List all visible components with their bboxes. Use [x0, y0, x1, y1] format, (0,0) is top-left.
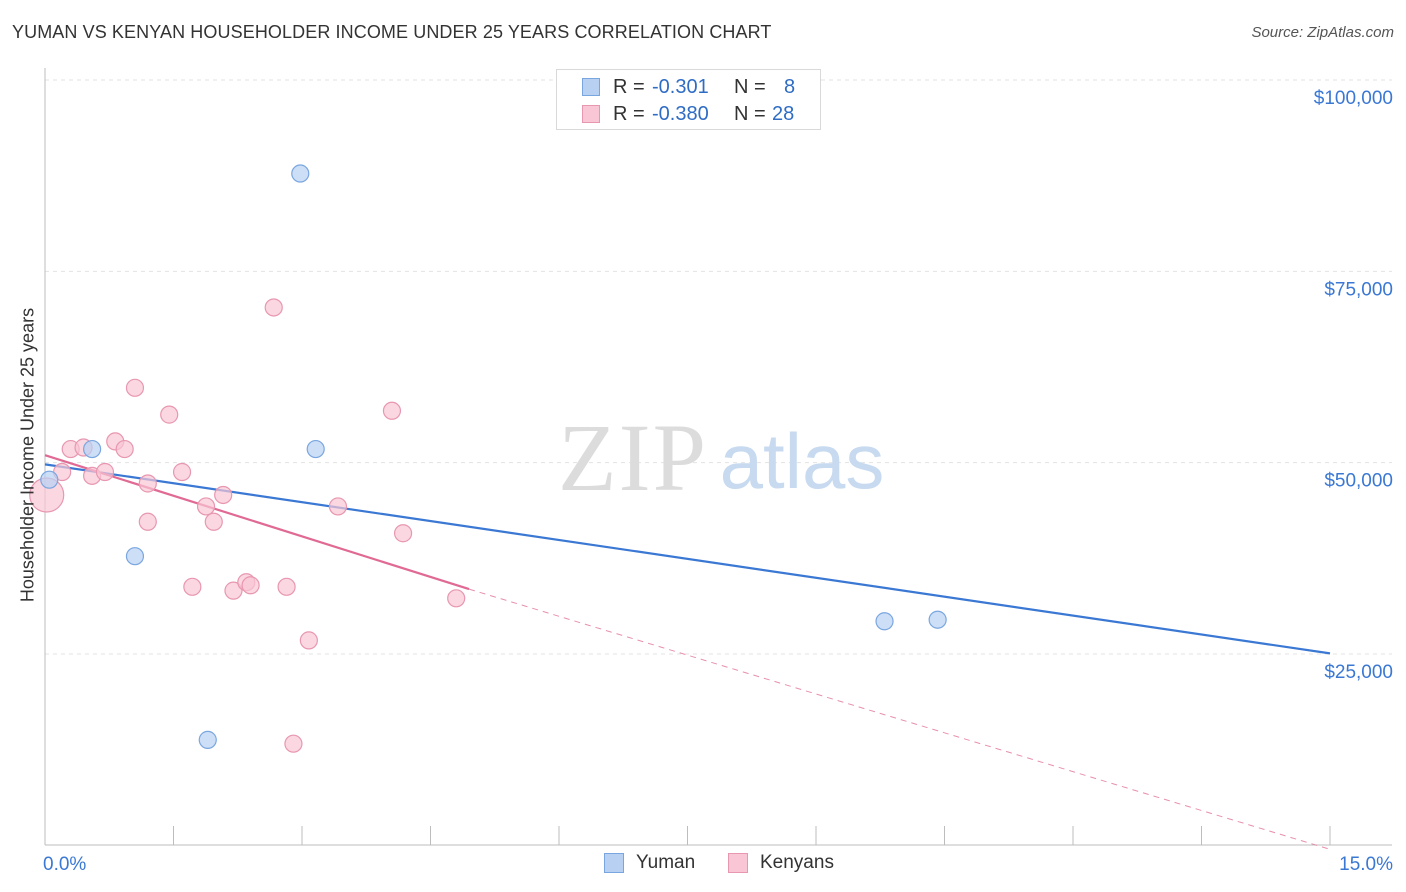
- x-tick-labels: 0.0% 15.0%: [43, 854, 1393, 875]
- data-point-yuman: [83, 439, 102, 459]
- data-points: [29, 164, 947, 753]
- data-point-yuman: [928, 610, 947, 629]
- data-point-yuman: [291, 164, 310, 183]
- bottom-legend-label-kenyans: Kenyans: [760, 852, 834, 873]
- data-point-kenyans: [115, 439, 134, 459]
- trend-line-yuman: [44, 463, 1331, 655]
- data-point-yuman: [125, 547, 145, 566]
- data-point-kenyans: [382, 401, 402, 420]
- data-point-kenyans: [447, 589, 466, 608]
- legend-r-label: R =: [613, 103, 645, 125]
- data-point-kenyans: [196, 497, 216, 516]
- legend-row-kenyans: R = -0.380 N = 28: [557, 102, 822, 128]
- trend-line-kenyans: [44, 454, 470, 591]
- data-point-kenyans: [224, 581, 243, 600]
- bottom-legend-swatch-yuman: [604, 853, 624, 873]
- data-point-kenyans: [183, 577, 202, 596]
- bottom-legend-swatch-kenyans: [728, 853, 748, 873]
- data-point-kenyans: [172, 462, 192, 482]
- legend-r-label: R =: [613, 76, 645, 98]
- legend-n-label: N =: [734, 103, 766, 125]
- data-point-yuman: [198, 730, 217, 749]
- correlation-legend: R = -0.301 N = 8 R = -0.380 N = 28: [556, 69, 821, 130]
- data-point-kenyans: [264, 298, 283, 317]
- data-point-yuman: [306, 439, 325, 459]
- legend-r-value: -0.380: [652, 103, 709, 125]
- data-point-yuman: [40, 470, 59, 489]
- y-tick-label: $100,000: [1314, 88, 1393, 109]
- data-point-yuman: [875, 612, 894, 631]
- watermark-zip: ZIP: [558, 404, 708, 511]
- y-tick-labels: $100,000 $75,000 $50,000 $25,000: [1314, 88, 1393, 683]
- legend-n-label: N =: [734, 76, 766, 98]
- bottom-legend-label-yuman: Yuman: [636, 852, 696, 873]
- y-tick-label: $75,000: [1324, 279, 1393, 300]
- y-axis-label: Householder Income Under 25 years: [17, 307, 38, 603]
- data-point-kenyans: [214, 485, 233, 505]
- data-point-kenyans: [138, 474, 157, 493]
- data-point-kenyans: [277, 577, 296, 596]
- axes: [44, 68, 1392, 846]
- legend-n-value: 28: [772, 103, 795, 125]
- data-point-kenyans: [284, 734, 303, 753]
- data-point-kenyans: [95, 462, 115, 482]
- watermark: ZIP atlas: [558, 404, 884, 511]
- legend-swatch-kenyans: [582, 105, 600, 123]
- data-point-kenyans: [138, 512, 157, 531]
- data-point-kenyans: [299, 631, 318, 650]
- data-point-kenyans: [160, 405, 179, 424]
- data-point-kenyans: [328, 497, 348, 516]
- legend-r-value: -0.301: [652, 76, 709, 98]
- chart-title: YUMAN VS KENYAN HOUSEHOLDER INCOME UNDER…: [12, 22, 772, 42]
- trend-line-extension-kenyans: [468, 588, 1331, 850]
- grid-lines: [45, 79, 1392, 655]
- legend-n-value: 8: [784, 76, 796, 98]
- watermark-atlas: atlas: [720, 417, 885, 505]
- trend-lines: [44, 454, 1331, 850]
- data-point-kenyans: [241, 576, 260, 595]
- data-point-kenyans: [125, 378, 145, 397]
- legend-row-yuman: R = -0.301 N = 8: [557, 75, 822, 101]
- y-tick-label: $50,000: [1324, 471, 1393, 492]
- x-tick-label: 0.0%: [43, 854, 86, 875]
- source-label: Source: ZipAtlas.com: [1251, 24, 1394, 41]
- data-point-kenyans: [204, 512, 223, 531]
- legend-swatch-yuman: [582, 78, 600, 96]
- x-tick-label: 15.0%: [1339, 854, 1393, 875]
- y-tick-label: $25,000: [1324, 662, 1393, 683]
- data-point-kenyans: [393, 524, 413, 543]
